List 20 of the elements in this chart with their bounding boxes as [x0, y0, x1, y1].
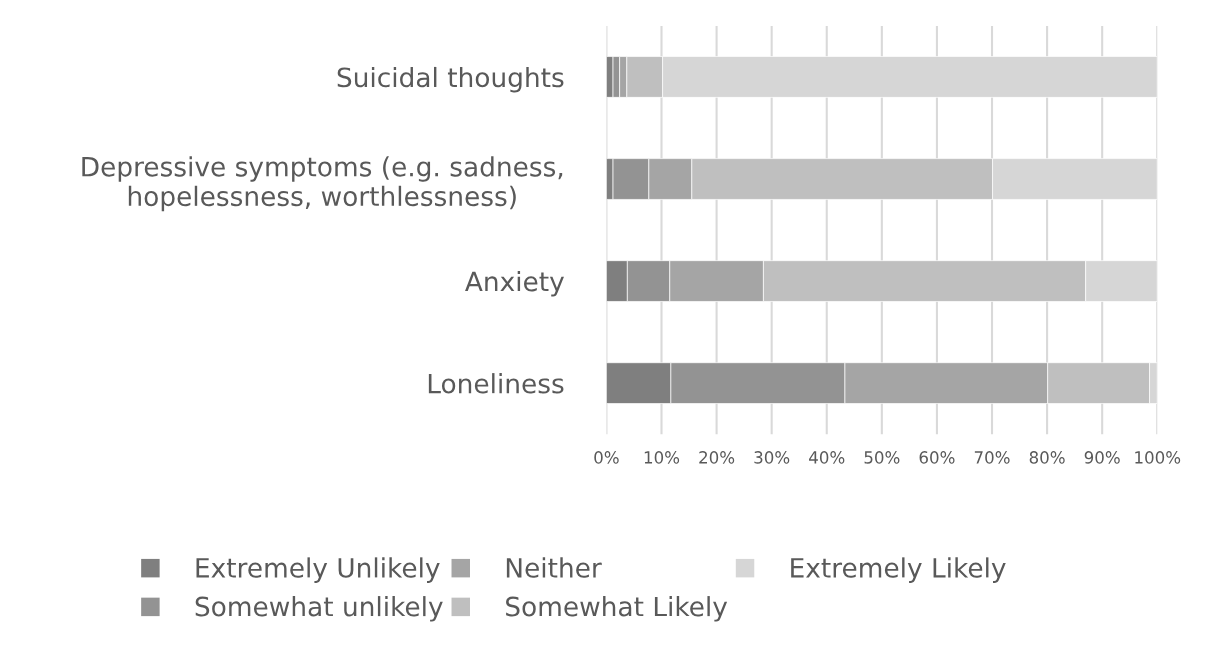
x-tick-label: 0%	[594, 451, 619, 464]
x-tick-label: 10%	[644, 451, 680, 464]
x-tick-label: 20%	[699, 451, 735, 464]
x-tick-label: 70%	[974, 451, 1010, 464]
legend-label: Somewhat unlikely	[195, 596, 443, 622]
legend-label: Somewhat Likely	[506, 596, 728, 622]
y-tick-label: Loneliness	[428, 373, 564, 394]
legend-label: Extremely Unlikely	[196, 557, 440, 583]
x-tick-label: 40%	[809, 451, 845, 464]
x-tick-label: 80%	[1029, 451, 1065, 464]
y-tick-label: Suicidal thoughts	[337, 66, 564, 93]
y-tick-label: Depressive symptoms (e.g. sadness, hopelessness, worthlessness)	[82, 156, 563, 212]
x-tick-label: 60%	[919, 451, 955, 464]
x-tick-label: 90%	[1084, 451, 1120, 464]
x-tick-label: 50%	[864, 451, 900, 464]
x-tick-label: 30%	[754, 451, 790, 464]
x-tick-label: 100%	[1135, 451, 1181, 464]
legend-label: Extremely Likely	[791, 557, 1006, 583]
legend-label: Neither	[506, 557, 602, 578]
y-tick-label: Anxiety	[465, 271, 564, 297]
